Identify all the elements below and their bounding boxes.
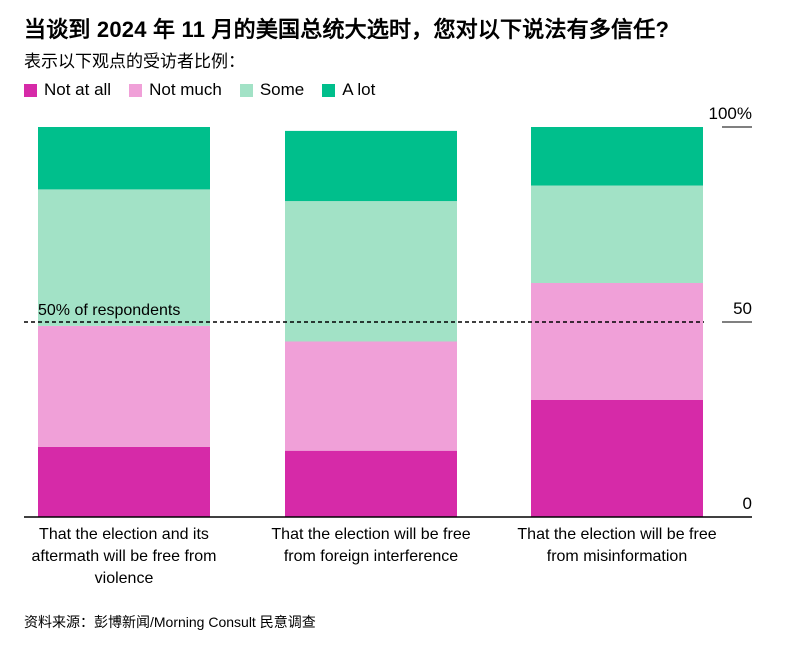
bar-segment-not-much: [285, 341, 457, 451]
bar-segment-not-at-all: [38, 446, 210, 517]
bar-segment-some: [285, 201, 457, 342]
bar-segment-not-at-all: [531, 400, 703, 517]
legend-swatch: [24, 83, 37, 97]
x-category-label: aftermath will be free from: [32, 548, 217, 565]
chart-title: 当谈到 2024 年 11 月的美国总统大选时，您对以下说法有多信任?: [24, 17, 670, 42]
chart-subtitle: 表示以下观点的受访者比例：: [24, 52, 245, 71]
bar-segment-a-lot: [38, 127, 210, 190]
legend-item-not-much: Not much: [129, 80, 222, 100]
bar-segment-not-much: [531, 283, 703, 400]
x-category-label: That the election and its: [39, 526, 209, 543]
y-tick-label: 50: [733, 299, 752, 318]
legend-label: Not much: [149, 80, 222, 99]
x-category-label: violence: [95, 570, 154, 587]
bar-segment-a-lot: [285, 130, 457, 202]
legend-item-a-lot: A lot: [322, 80, 375, 100]
source-note: 资料来源：彭博新闻/Morning Consult 民意调查: [24, 614, 316, 630]
y-tick-label: 100%: [709, 104, 752, 123]
legend-label: A lot: [342, 80, 376, 99]
legend-label: Not at all: [44, 80, 112, 99]
bar-segment-not-much: [38, 325, 210, 447]
legend-swatch: [129, 83, 143, 97]
y-tick-label: 0: [743, 494, 752, 513]
x-category-label: That the election will be free: [517, 526, 716, 543]
reference-line-label: 50% of respondents: [38, 302, 180, 319]
legend: Not at all Not much Some A lot: [24, 80, 393, 100]
legend-item-not-at-all: Not at all: [24, 80, 111, 100]
legend-item-some: Some: [239, 80, 305, 100]
bar-segment-not-at-all: [285, 450, 457, 517]
legend-swatch: [322, 83, 336, 97]
x-category-label: from misinformation: [547, 548, 687, 565]
legend-label: Some: [259, 80, 305, 99]
bar-segment-some: [38, 189, 210, 326]
bar-segment-some: [531, 185, 703, 283]
legend-swatch: [239, 83, 253, 97]
bar-segment-a-lot: [531, 127, 703, 186]
x-category-label: from foreign interference: [284, 548, 458, 565]
x-category-label: That the election will be free: [271, 526, 470, 543]
